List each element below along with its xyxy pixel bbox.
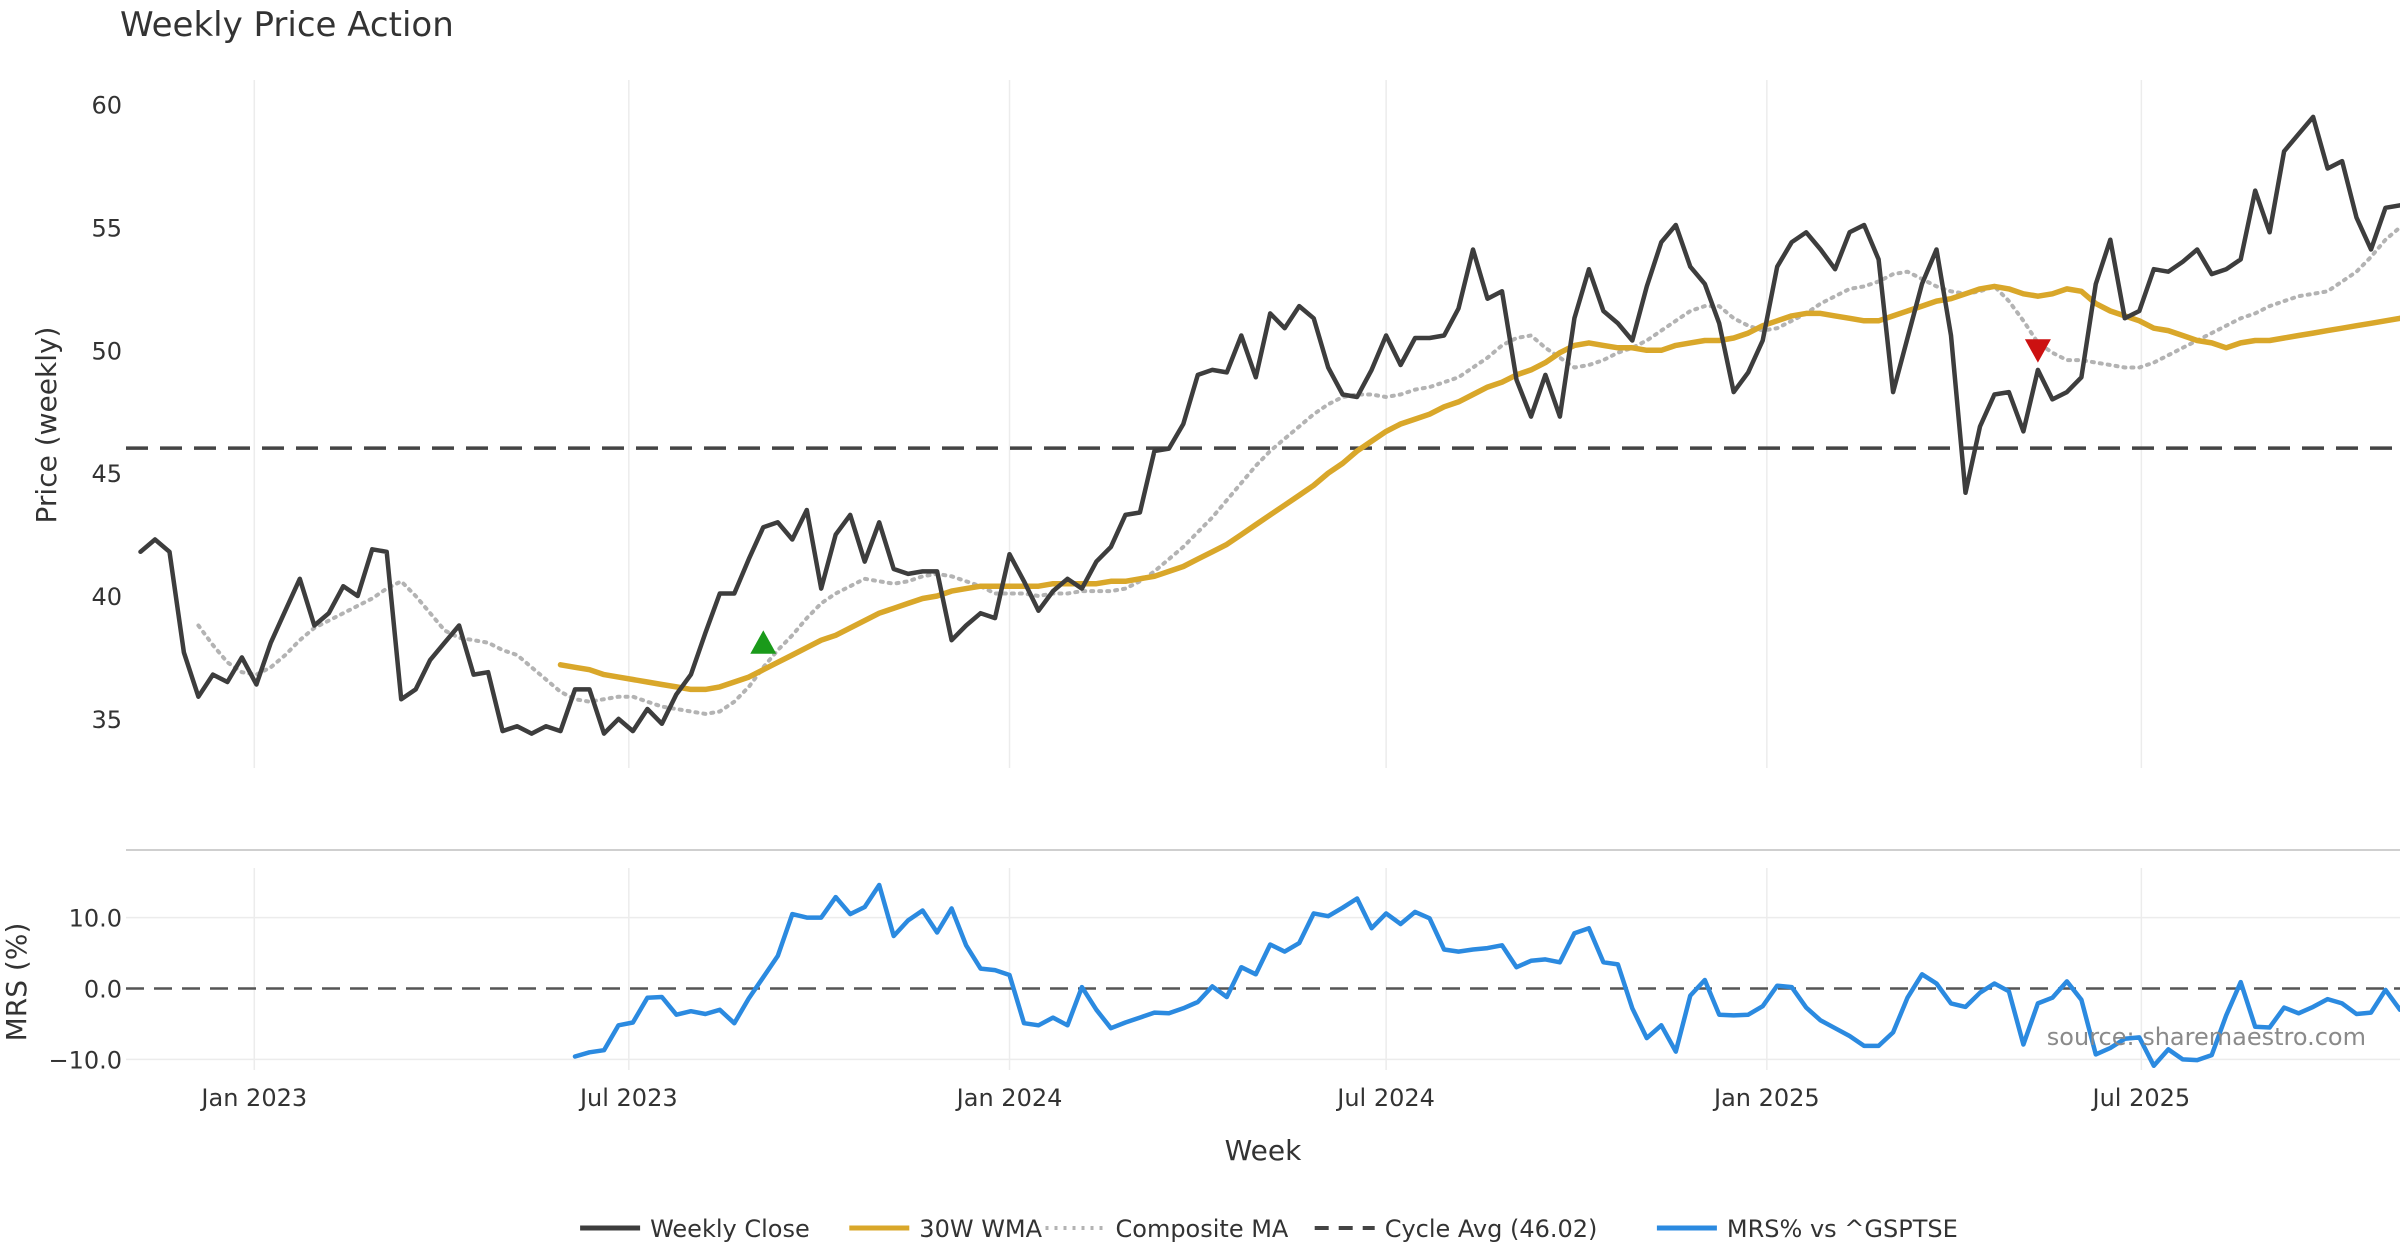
weekly-close-line — [138, 114, 2400, 736]
mrs-line — [572, 882, 2400, 1068]
x-tick-label: Jul 2023 — [578, 1084, 678, 1112]
price-y-tick-label: 50 — [91, 337, 122, 365]
legend-label: Weekly Close — [650, 1215, 810, 1243]
price-y-axis-label: Price (weekly) — [30, 327, 63, 524]
x-tick-label: Jul 2024 — [1335, 1084, 1435, 1112]
mrs-panel: Jan 2023 Jul 2023 Jan 2024 Jul 2024 Jan 2025… — [48, 868, 2400, 1112]
mrs-y-tick-label: −10.0 — [48, 1046, 122, 1074]
legend-label: Cycle Avg (46.02) — [1385, 1215, 1598, 1243]
price-panel: 35 40 45 50 55 60 — [91, 80, 2400, 768]
wma-30w-line — [557, 283, 2400, 693]
legend-label: MRS% vs ^GSPTSE — [1727, 1215, 1958, 1243]
x-tick-label: Jul 2025 — [2091, 1084, 2191, 1112]
mrs-y-tick-label: 0.0 — [84, 975, 122, 1003]
x-axis-label: Week — [1225, 1134, 1302, 1167]
chart-title: Weekly Price Action — [120, 5, 454, 45]
watermark: source: sharemaestro.com — [2047, 1023, 2366, 1051]
price-y-tick-label: 35 — [91, 706, 122, 734]
price-y-tick-label: 45 — [91, 460, 122, 488]
sell-signal-marker — [2024, 339, 2051, 363]
legend-label: Composite MA — [1116, 1215, 1289, 1243]
legend-label: 30W WMA — [919, 1215, 1042, 1243]
price-y-tick-label: 60 — [91, 92, 122, 120]
mrs-y-axis-label: MRS (%) — [0, 923, 33, 1042]
legend: Weekly Close 30W WMA Composite MA Cycle Avg… — [580, 1215, 1958, 1243]
price-y-tick-label: 40 — [91, 583, 122, 611]
x-tick-label: Jan 2023 — [199, 1084, 307, 1112]
buy-signal-marker — [750, 630, 777, 654]
x-tick-label: Jan 2024 — [955, 1084, 1063, 1112]
composite-ma-line — [196, 224, 2400, 716]
price-y-tick-label: 55 — [91, 214, 122, 242]
x-tick-label: Jan 2025 — [1712, 1084, 1820, 1112]
mrs-y-tick-label: 10.0 — [69, 905, 122, 933]
